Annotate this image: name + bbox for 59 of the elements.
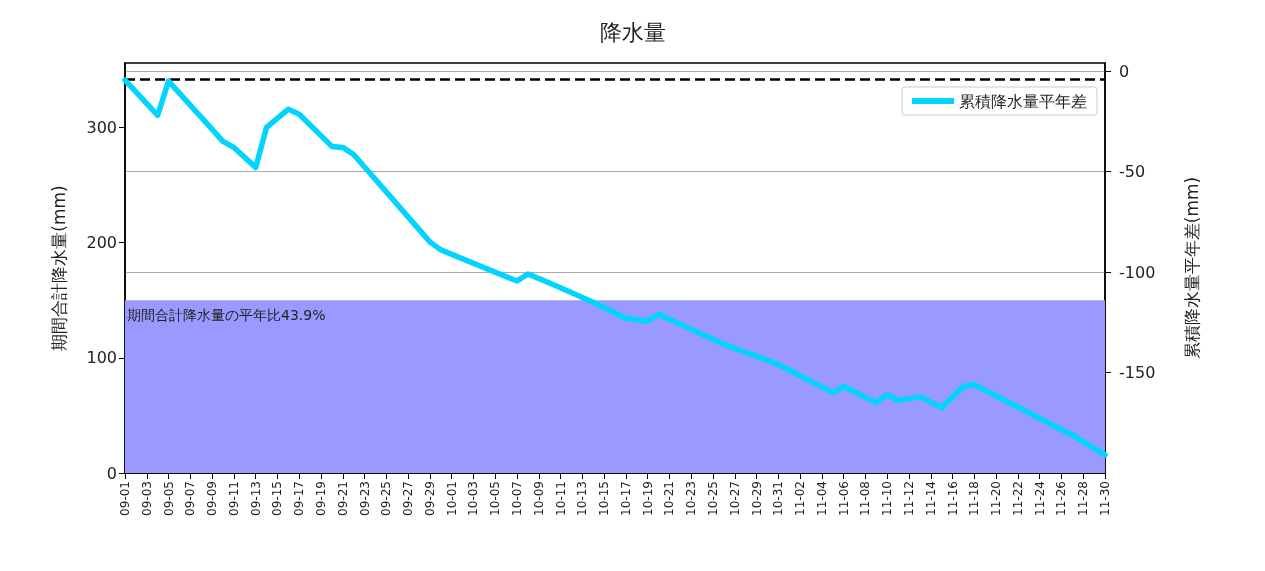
y-tick-label: 0 xyxy=(106,463,117,483)
y-tick-label: 200 xyxy=(86,233,117,253)
x-tick-label: 09-15 xyxy=(270,481,285,516)
x-tick-label: 10-15 xyxy=(597,481,612,516)
x-tick-label: 11-06 xyxy=(836,481,851,516)
x-tick-label: 11-08 xyxy=(858,481,873,516)
x-tick-label: 11-10 xyxy=(880,481,895,516)
x-tick-label: 09-05 xyxy=(161,481,176,516)
y2-tick-label: 0 xyxy=(1119,61,1130,81)
x-tick-label: 10-23 xyxy=(684,481,699,516)
x-tick-label: 10-17 xyxy=(618,481,633,516)
annotation: 期間合計降水量の平年比43.9% xyxy=(127,307,326,323)
x-tick-label: 09-11 xyxy=(226,481,241,516)
legend-label: 累積降水量平年差 xyxy=(959,91,1087,111)
x-tick-label: 10-31 xyxy=(771,481,786,516)
x-tick-label: 11-26 xyxy=(1054,481,1069,516)
x-tick-label: 10-29 xyxy=(749,481,764,516)
x-tick-label: 09-27 xyxy=(401,481,416,516)
x-tick-label: 09-23 xyxy=(357,481,372,516)
x-tick-label: 11-28 xyxy=(1076,481,1091,516)
x-tick-label: 11-18 xyxy=(967,481,982,516)
y2-tick-label: -50 xyxy=(1119,162,1146,182)
x-tick-label: 10-11 xyxy=(553,481,568,516)
x-tick-label: 10-25 xyxy=(706,481,720,516)
y-tick-label: 300 xyxy=(86,117,117,137)
x-tick-label: 10-19 xyxy=(640,481,655,516)
x-tick-label: 11-20 xyxy=(989,481,1004,516)
x-tick-label: 11-22 xyxy=(1010,481,1025,516)
x-tick-label: 09-09 xyxy=(205,481,220,516)
x-tick-label: 10-07 xyxy=(510,481,524,516)
x-tick-label: 09-07 xyxy=(183,481,198,516)
y2-tick-label: -150 xyxy=(1119,363,1156,383)
x-tick-label: 09-21 xyxy=(335,481,350,516)
x-tick-label: 10-01 xyxy=(444,481,459,516)
x-tick-label: 09-19 xyxy=(314,481,328,516)
x-tick-label: 10-03 xyxy=(466,481,481,516)
y2-tick-label: -100 xyxy=(1119,262,1156,282)
x-tick-label: 11-16 xyxy=(945,481,960,516)
x-tick-label: 09-01 xyxy=(118,481,132,516)
x-tick-label: 10-21 xyxy=(662,481,677,516)
x-tick-label: 10-09 xyxy=(531,481,546,516)
x-tick-label: 09-13 xyxy=(248,481,263,516)
x-tick-label: 11-02 xyxy=(793,481,808,516)
x-tick-label: 09-29 xyxy=(422,481,437,516)
x-tick-label: 10-05 xyxy=(488,481,503,516)
x-tick-label: 10-13 xyxy=(575,481,590,516)
x-tick-label: 11-04 xyxy=(814,481,829,516)
x-tick-label: 09-25 xyxy=(379,481,394,516)
x-tick-label: 09-17 xyxy=(292,481,307,516)
y2-axis-title: 累積降水量平年差(mm) xyxy=(1181,176,1202,360)
x-tick-label: 11-14 xyxy=(923,481,938,516)
chart-title: 降水量 xyxy=(599,19,666,45)
y-axis-title: 期間合計降水量(mm) xyxy=(48,185,69,351)
x-tick-label: 11-12 xyxy=(902,481,916,516)
y-tick-label: 100 xyxy=(86,348,117,368)
x-tick-label: 11-30 xyxy=(1098,481,1112,516)
x-tick-label: 11-24 xyxy=(1032,481,1047,516)
x-tick-label: 10-27 xyxy=(727,481,742,516)
x-tick-label: 09-03 xyxy=(139,481,154,516)
